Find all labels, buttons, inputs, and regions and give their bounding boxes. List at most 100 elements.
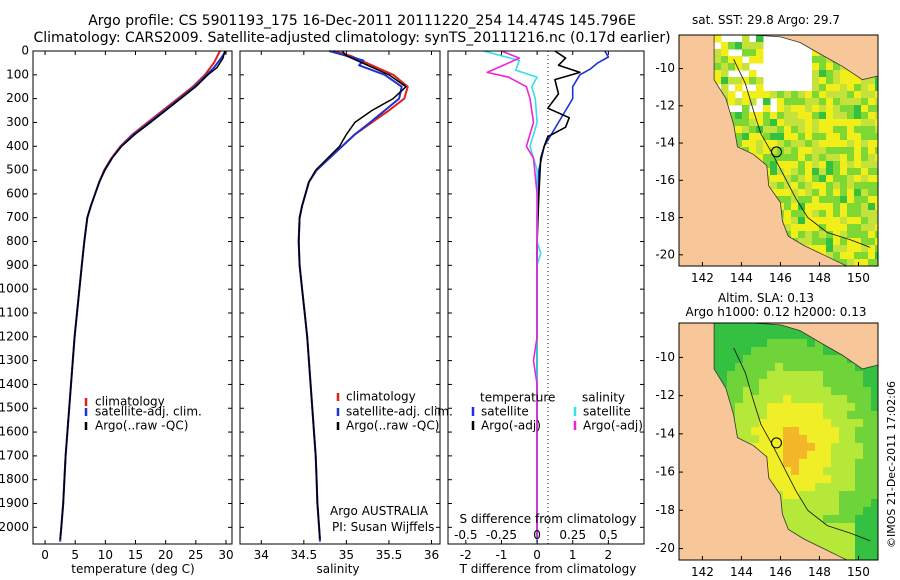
map-cell [791, 379, 800, 388]
map-cell [756, 119, 764, 127]
map-cell [784, 161, 792, 169]
map-cell [875, 140, 878, 148]
map-cell [823, 523, 832, 532]
x2-tick-label: -0.5 [454, 528, 477, 542]
x2-tick-label: 0.5 [599, 528, 618, 542]
map-x-tick-label: 142 [691, 565, 714, 579]
map-cell [855, 411, 864, 420]
y-tick-label: 1600 [0, 425, 29, 439]
map-cell [798, 196, 806, 204]
map-cell [791, 339, 800, 348]
map-cell [831, 403, 840, 412]
map-cell [751, 427, 760, 436]
map-cell [875, 98, 878, 106]
map-cell [854, 154, 862, 162]
map-y-tick-label: -16 [655, 465, 675, 479]
map-cell [840, 119, 848, 127]
map-cell [875, 77, 878, 85]
map-cell [807, 483, 816, 492]
map-cell [847, 451, 856, 460]
map-cell [815, 443, 824, 452]
map-cell [868, 168, 876, 176]
map-cell [791, 443, 800, 452]
map-cell [770, 133, 778, 141]
sst-map-panel: sat. SST: 29.8 Argo: 29.7 142 144 146 148 15… [655, 13, 879, 285]
map-cell [791, 419, 800, 428]
map-cell [721, 77, 729, 85]
map-cell [756, 35, 764, 43]
map-cell [833, 245, 841, 253]
map-cell [847, 419, 856, 428]
map-cell [735, 126, 743, 134]
map-cell [847, 217, 855, 225]
map-cell [819, 182, 827, 190]
map-cell [823, 443, 832, 452]
map-cell [759, 419, 768, 428]
map-y-tick-label: -12 [655, 98, 675, 112]
map-cell [815, 499, 824, 508]
map-cell [833, 112, 841, 120]
map-cell [751, 435, 760, 444]
map-cell [743, 379, 752, 388]
map-cell [833, 175, 841, 183]
series-line-1 [536, 50, 610, 542]
series-line-2 [297, 50, 403, 542]
map-cell [798, 126, 806, 134]
difference-x2label: S difference from climatology [460, 512, 637, 526]
map-cell [861, 224, 869, 232]
map-cell [840, 259, 848, 266]
map-cell [775, 371, 784, 380]
map-y-tick-label: -12 [655, 388, 675, 402]
map-cell [742, 42, 750, 50]
map-cell [875, 231, 878, 239]
map-cell [831, 547, 840, 556]
legend-label-satellite: satellite-adj. clim. [346, 405, 453, 419]
map-cell [763, 91, 771, 99]
map-cell [812, 203, 820, 211]
map-cell [807, 515, 816, 524]
y-tick-label: 100 [6, 67, 29, 81]
map-cell [756, 147, 764, 155]
map-cell [840, 70, 848, 78]
map-cell [763, 119, 771, 127]
map-cell [847, 238, 855, 246]
map-cell [868, 147, 876, 155]
map-cell [839, 459, 848, 468]
map-cell [875, 168, 878, 176]
map-cell [751, 347, 760, 356]
map-cell [847, 379, 856, 388]
map-cell [831, 435, 840, 444]
y-tick-label: 1400 [0, 377, 29, 391]
map-cell [855, 403, 864, 412]
map-cell [742, 98, 750, 106]
map-cell [721, 91, 729, 99]
map-cell [871, 403, 878, 412]
map-cell [749, 119, 757, 127]
map-cell [847, 531, 856, 540]
map-cell [833, 168, 841, 176]
map-cell [777, 154, 785, 162]
map-cell [743, 395, 752, 404]
map-cell [775, 419, 784, 428]
map-cell [735, 140, 743, 148]
sst-map-field [679, 35, 878, 266]
map-cell [826, 91, 834, 99]
map-cell [743, 323, 752, 332]
map-cell [805, 196, 813, 204]
map-cell [833, 203, 841, 211]
map-cell [847, 154, 855, 162]
map-cell [863, 371, 872, 380]
map-cell [783, 451, 792, 460]
map-cell [855, 467, 864, 476]
map-cell [812, 238, 820, 246]
map-cell [807, 507, 816, 516]
map-cell [791, 363, 800, 372]
map-cell [826, 98, 834, 106]
x-tick-label: -2 [460, 548, 472, 562]
map-cell [763, 98, 771, 106]
map-cell [839, 491, 848, 500]
map-cell [875, 245, 878, 253]
map-cell [823, 363, 832, 372]
map-cell [847, 105, 855, 113]
map-cell [868, 210, 876, 218]
